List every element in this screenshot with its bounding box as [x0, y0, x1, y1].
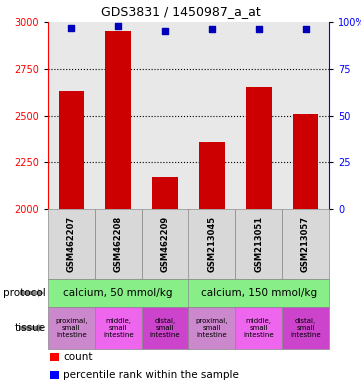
Point [303, 26, 308, 33]
Point [256, 26, 262, 33]
Bar [293, 114, 318, 209]
Text: GSM462207: GSM462207 [67, 216, 76, 272]
Point [209, 26, 215, 33]
Text: count: count [63, 352, 92, 362]
Text: protocol: protocol [3, 288, 46, 298]
Text: GSM213045: GSM213045 [208, 216, 216, 272]
Bar [188, 307, 235, 349]
Point [69, 25, 74, 31]
Bar [105, 31, 131, 209]
Text: calcium, 50 mmol/kg: calcium, 50 mmol/kg [64, 288, 173, 298]
Text: percentile rank within the sample: percentile rank within the sample [63, 370, 239, 380]
Text: distal,
small
intestine: distal, small intestine [150, 318, 180, 338]
Bar [95, 307, 142, 349]
Text: tissue: tissue [15, 323, 46, 333]
Point [116, 23, 121, 29]
Bar [142, 209, 188, 279]
Text: middle,
small
intestine: middle, small intestine [243, 318, 274, 338]
Bar [235, 307, 282, 349]
Text: GSM213057: GSM213057 [301, 216, 310, 272]
Text: distal,
small
intestine: distal, small intestine [290, 318, 321, 338]
Text: GSM462209: GSM462209 [161, 216, 170, 272]
Text: calcium, 150 mmol/kg: calcium, 150 mmol/kg [201, 288, 317, 298]
Text: proximal,
small
intestine: proximal, small intestine [196, 318, 228, 338]
Bar [48, 307, 95, 349]
Bar [282, 209, 329, 279]
Point [162, 28, 168, 35]
Bar [95, 209, 142, 279]
Bar [142, 307, 188, 349]
Bar [188, 279, 329, 307]
Text: GSM462208: GSM462208 [114, 216, 123, 272]
Bar [188, 209, 235, 279]
Bar [48, 279, 188, 307]
Bar [235, 209, 282, 279]
Bar [58, 91, 84, 209]
Bar [199, 142, 225, 209]
Bar [246, 88, 271, 209]
Bar [282, 307, 329, 349]
Bar [48, 209, 95, 279]
Text: proximal,
small
intestine: proximal, small intestine [55, 318, 88, 338]
Text: GSM213051: GSM213051 [254, 216, 263, 272]
Text: GDS3831 / 1450987_a_at: GDS3831 / 1450987_a_at [101, 5, 260, 18]
Text: middle,
small
intestine: middle, small intestine [103, 318, 134, 338]
Bar [152, 177, 178, 209]
